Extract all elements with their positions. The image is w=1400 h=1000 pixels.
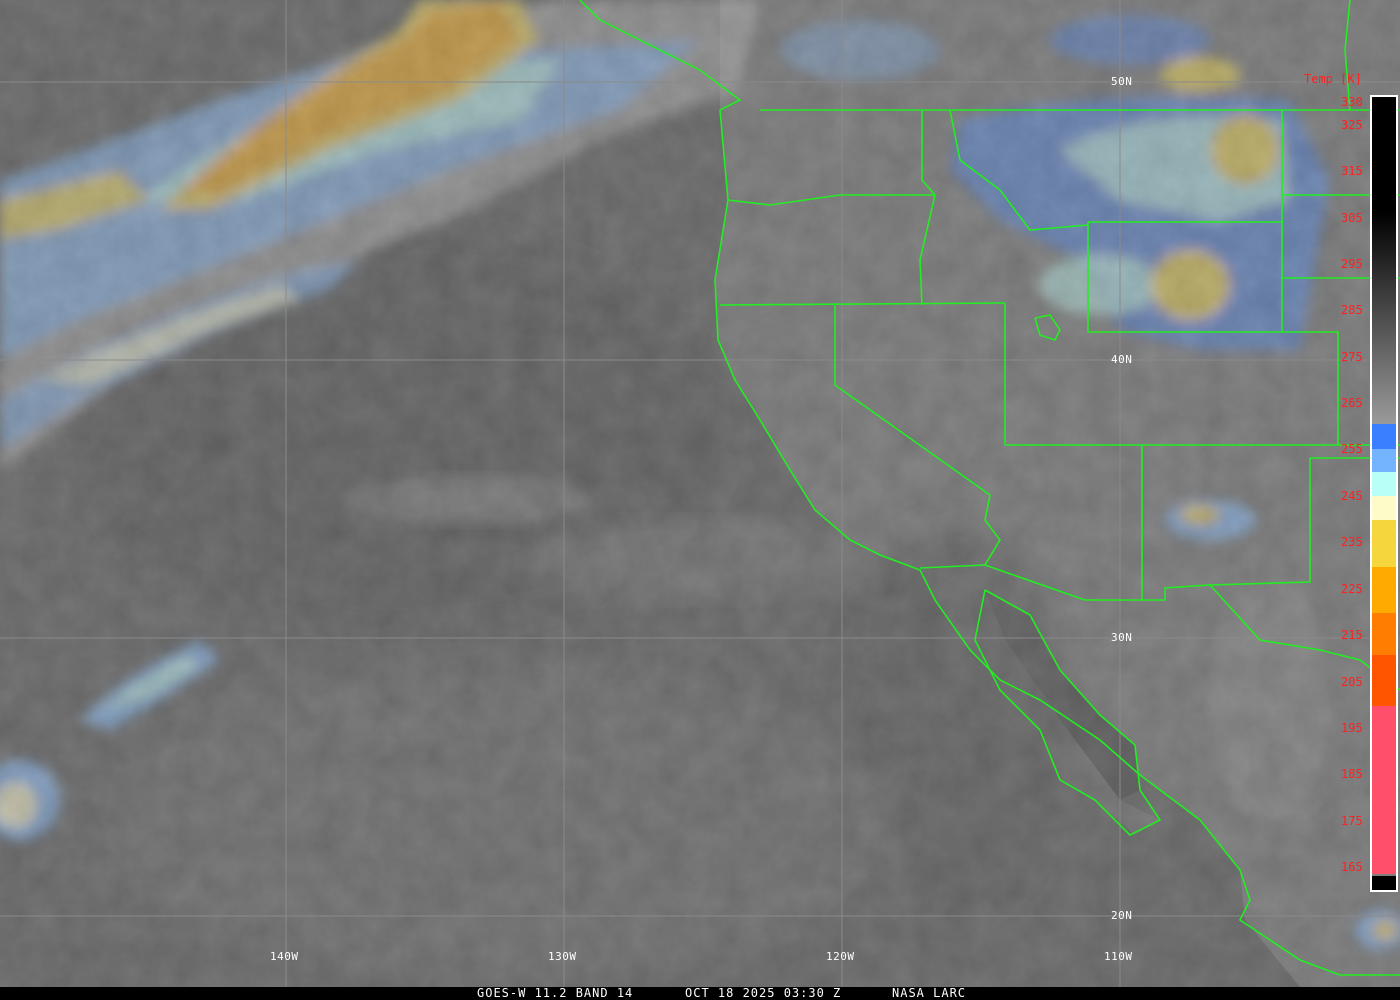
- colorado: [1088, 331, 1339, 445]
- colorbar-tick-235: 235: [1341, 535, 1363, 549]
- nm-east: [1209, 458, 1311, 586]
- colorbar-tick-275: 275: [1341, 350, 1363, 364]
- idaho-west: [919, 110, 936, 306]
- us-mexico-border: [919, 564, 1400, 691]
- great-salt-lake: [1034, 314, 1061, 341]
- political-boundaries: [579, 0, 1400, 976]
- lat-label-40n: 40N: [1111, 353, 1133, 366]
- colorbar-cold-segment: [1372, 876, 1396, 890]
- colorbar-title: Temp [K]: [1304, 72, 1362, 86]
- colorbar-tick-245: 245: [1341, 489, 1363, 503]
- colorbar-tick-255: 255: [1341, 442, 1363, 456]
- colorbar-tick-285: 285: [1341, 303, 1363, 317]
- colorbar-tick-295: 295: [1341, 257, 1363, 271]
- lat-label-20n: 20N: [1111, 909, 1133, 922]
- colorbar-gray-segment: [1372, 97, 1396, 424]
- colorbar-tick-265: 265: [1341, 396, 1363, 410]
- colorbar-cyan-segment: [1372, 472, 1396, 496]
- colorbar-cream-segment: [1372, 496, 1396, 520]
- baja-coastline: [974, 589, 1162, 836]
- credit-label: NASA LARC: [892, 986, 967, 1000]
- north-border-line: [1344, 0, 1351, 111]
- or-border-south: [719, 302, 1006, 306]
- colorbar-tick-165: 165: [1341, 860, 1363, 874]
- colorbar-pink-segment: [1372, 706, 1396, 874]
- colorbar-darkorange-segment: [1372, 613, 1396, 655]
- colorbar-lightblue-segment: [1372, 449, 1396, 472]
- timestamp-label: OCT 18 2025 03:30 Z: [685, 986, 842, 1000]
- colorbar-tick-175: 175: [1341, 814, 1363, 828]
- colorbar: [1370, 95, 1398, 892]
- colorbar-orange-segment: [1372, 567, 1396, 613]
- colorbar-tick-325: 325: [1341, 118, 1363, 132]
- colorbar-redorange-segment: [1372, 655, 1396, 706]
- colorbar-blue-segment: [1372, 424, 1396, 449]
- colorbar-tick-195: 195: [1341, 721, 1363, 735]
- lon-label-140w: 140W: [270, 950, 299, 963]
- coastline: [579, 0, 1400, 976]
- colorbar-tick-185: 185: [1341, 767, 1363, 781]
- lat-label-30n: 30N: [1111, 631, 1133, 644]
- satellite-band-label: GOES-W 11.2 BAND 14: [477, 986, 634, 1000]
- colorbar-yellow-segment: [1372, 520, 1396, 567]
- lat-label-50n: 50N: [1111, 75, 1133, 88]
- colorbar-tick-205: 205: [1341, 675, 1363, 689]
- idaho-montana: [949, 109, 1089, 231]
- wa-or-border: [727, 194, 935, 206]
- colorbar-tick-330: 330: [1341, 95, 1363, 109]
- footer-bar: GOES-W 11.2 BAND 14 OCT 18 2025 03:30 Z …: [0, 986, 1400, 1000]
- colorbar-tick-215: 215: [1341, 628, 1363, 642]
- lon-label-110w: 110W: [1104, 950, 1133, 963]
- colorbar-tick-225: 225: [1341, 582, 1363, 596]
- colorbar-tick-315: 315: [1341, 164, 1363, 178]
- lon-label-130w: 130W: [548, 950, 577, 963]
- lon-label-120w: 120W: [826, 950, 855, 963]
- colorbar-tick-305: 305: [1341, 211, 1363, 225]
- ca-nv-border: [834, 303, 1001, 566]
